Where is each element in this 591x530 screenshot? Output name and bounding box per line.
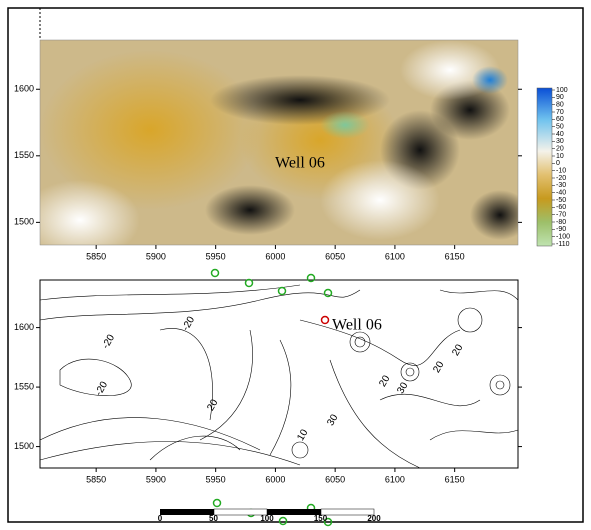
colorbar-label: 50	[556, 124, 564, 131]
colorbar-label: -100	[556, 234, 570, 241]
x-tick-label: 6100	[385, 474, 405, 484]
y-tick-label: 1500	[14, 217, 34, 227]
shaded-relief	[20, 40, 530, 260]
scale-label: 100	[260, 514, 274, 523]
scale-label: 50	[209, 514, 218, 523]
colorbar-label: -30	[556, 182, 566, 189]
scale-label: 150	[314, 514, 328, 523]
colorbar-label: 100	[556, 87, 568, 94]
colorbar-label: 20	[556, 146, 564, 153]
x-tick-label: 6000	[265, 474, 285, 484]
colorbar-label: -80	[556, 219, 566, 226]
colorbar-label: 10	[556, 153, 564, 160]
y-tick-label: 1550	[14, 381, 34, 391]
x-tick-label: 5850	[86, 251, 106, 261]
colorbar-label: -20	[556, 175, 566, 182]
colorbar-label: -60	[556, 204, 566, 211]
x-tick-label: 5950	[206, 251, 226, 261]
y-tick-label: 1550	[14, 150, 34, 160]
x-tick-label: 6100	[385, 251, 405, 261]
figure: Well 06 Well 06 585059005950600060506100…	[0, 0, 591, 530]
well-label: Well 06	[332, 317, 382, 334]
colorbar-label: -40	[556, 190, 566, 197]
contour-frame	[40, 280, 518, 468]
x-tick-label: 6150	[445, 251, 465, 261]
colorbar-label: 90	[556, 94, 564, 101]
colorbar-label: -10	[556, 168, 566, 175]
scale-label: 0	[158, 514, 163, 523]
well-label: Well 06	[275, 155, 325, 172]
x-tick-label: 6050	[325, 474, 345, 484]
x-tick-label: 5950	[206, 474, 226, 484]
colorbar-label: 30	[556, 138, 564, 145]
x-tick-label: 6050	[325, 251, 345, 261]
x-tick-label: 5900	[146, 251, 166, 261]
y-tick-label: 1500	[14, 441, 34, 451]
colorbar-label: 0	[556, 160, 560, 167]
colorbar-label: -90	[556, 226, 566, 233]
colorbar	[537, 88, 552, 246]
y-tick-label: 1600	[14, 322, 34, 332]
colorbar-label: 70	[556, 109, 564, 116]
colorbar-label: -110	[556, 241, 570, 248]
colorbar-label: 80	[556, 102, 564, 109]
x-tick-label: 5850	[86, 474, 106, 484]
colorbar-label: 60	[556, 116, 564, 123]
scale-label: 200	[367, 514, 381, 523]
y-tick-label: 1600	[14, 84, 34, 94]
x-tick-label: 5900	[146, 474, 166, 484]
x-tick-label: 6000	[265, 251, 285, 261]
colorbar-label: -70	[556, 212, 566, 219]
colorbar-label: -50	[556, 197, 566, 204]
x-tick-label: 6150	[445, 474, 465, 484]
colorbar-label: 40	[556, 131, 564, 138]
